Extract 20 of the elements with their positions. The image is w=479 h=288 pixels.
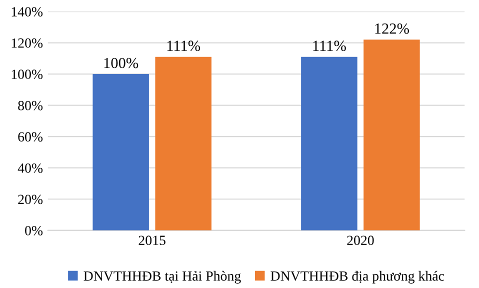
x-tick-label: 2020 [347, 236, 374, 246]
data-label: 111% [313, 40, 346, 52]
y-tick-label: 80% [18, 100, 43, 110]
y-tick-label: 100% [12, 70, 43, 80]
data-label: 100% [104, 58, 138, 68]
y-tick-label: 120% [12, 38, 43, 48]
bar [301, 56, 358, 230]
y-tick-label: 20% [18, 194, 43, 204]
data-label: 111% [167, 40, 200, 52]
y-tick-label: 0% [25, 226, 43, 236]
legend-label: DNVTHHĐB tại Hải Phòng [84, 270, 241, 284]
bar [364, 40, 420, 230]
legend-label: DNVTHHĐB địa phương khác [270, 270, 444, 284]
bar [155, 56, 212, 230]
y-tick-label: 40% [18, 163, 43, 173]
y-tick-label: 140% [12, 7, 43, 17]
x-tick-label: 2015 [138, 236, 166, 246]
bar [92, 74, 149, 230]
y-tick-label: 60% [18, 132, 43, 142]
data-label: 122% [375, 23, 410, 34]
